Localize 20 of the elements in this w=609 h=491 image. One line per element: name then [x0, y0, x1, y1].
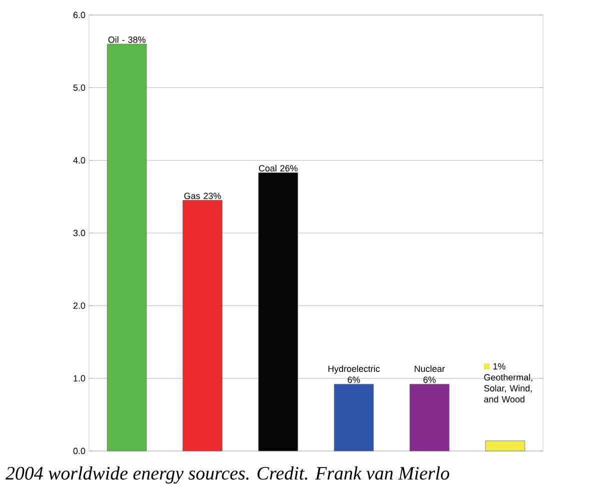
bar: [182, 200, 222, 452]
x-tick-label: Oil - 38%: [108, 36, 146, 43]
bar: [334, 384, 374, 452]
y-tick-label: 5.0: [73, 84, 86, 91]
y-tick-label: 6.0: [73, 12, 86, 18]
x-tick-label: Gas 23%: [184, 192, 221, 200]
x-tick-label: Hydroelectric 6%: [328, 365, 380, 383]
text: 2004 worldwide energy sources. Credit. Frank van Mierlo: [6, 466, 450, 484]
bar: [106, 44, 147, 452]
y-tick-label: 2.0: [73, 302, 86, 309]
x-tick-label: Nuclear 6%: [414, 365, 445, 383]
y-tick-label: 0.0: [73, 448, 86, 454]
bar: [258, 172, 298, 452]
x-tick-label: 1% Geothermal, Solar, Wind, and Wood: [484, 363, 532, 402]
bar: [410, 384, 450, 452]
bar: [485, 440, 526, 452]
x-tick-label: Coal 26%: [258, 164, 298, 172]
y-tick-label: 3.0: [73, 230, 86, 236]
y-tick-label: 4.0: [73, 157, 86, 164]
y-tick-label: 1.0: [74, 375, 86, 382]
